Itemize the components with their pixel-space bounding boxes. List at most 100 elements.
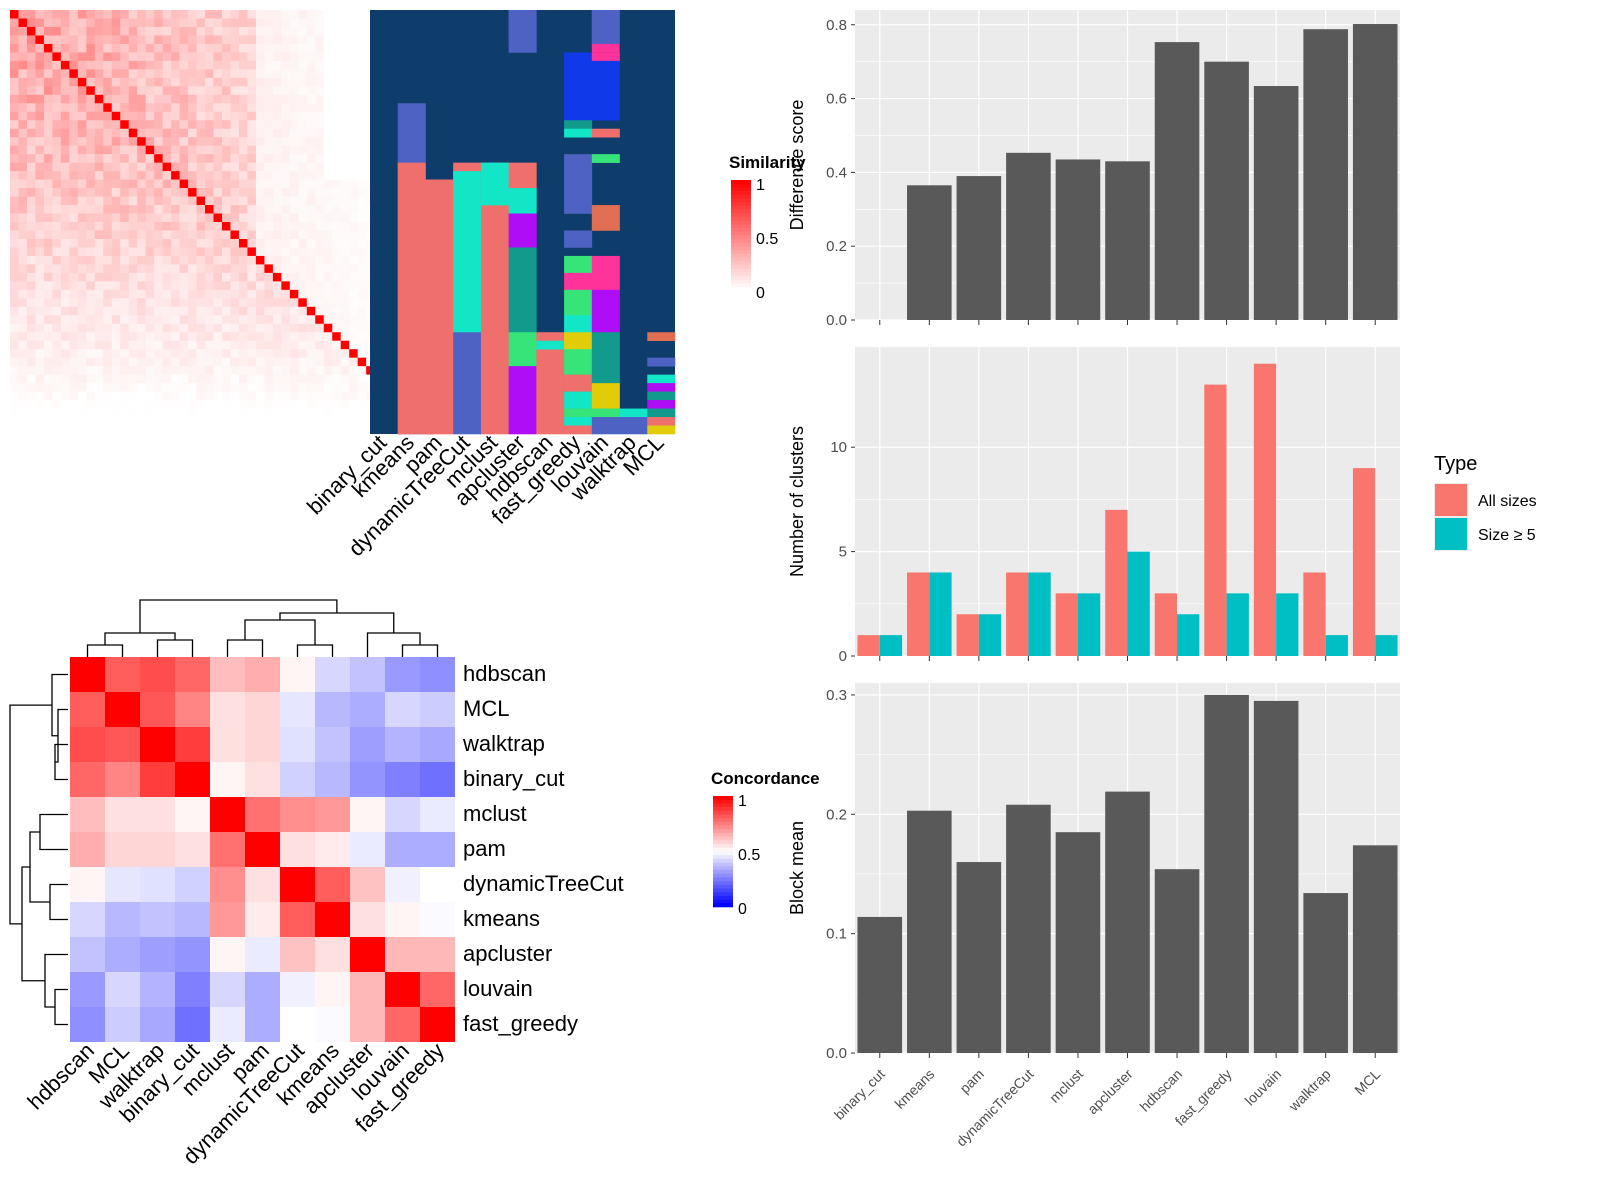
bar-walktrap [1303, 29, 1348, 320]
similarity-cell [298, 26, 308, 36]
similarity-cell [10, 52, 19, 62]
bar-fast_greedy [1204, 384, 1227, 656]
similarity-cell [332, 425, 342, 435]
bar-MCL [1352, 845, 1398, 1053]
similarity-cell [332, 298, 342, 308]
similarity-cell [77, 315, 87, 325]
similarity-cell [111, 94, 121, 104]
dendrogram-branch [39, 813, 68, 851]
similarity-cell [137, 69, 146, 79]
similarity-cell [26, 69, 36, 79]
classification-cell [619, 417, 648, 435]
similarity-cell [230, 111, 240, 121]
similarity-cell [179, 120, 189, 130]
similarity-legend-tick: 0 [756, 285, 765, 302]
similarity-cell [222, 162, 231, 172]
similarity-cell [255, 349, 265, 358]
similarity-cell [315, 43, 325, 53]
similarity-cell [196, 145, 206, 155]
similarity-cell [289, 255, 299, 265]
classification-cell [564, 52, 593, 121]
similarity-cell [264, 306, 274, 316]
similarity-cell [230, 69, 240, 79]
similarity-cell [137, 323, 146, 333]
similarity-cell [340, 213, 350, 223]
similarity-cell [26, 366, 36, 375]
similarity-cell [35, 26, 45, 36]
similarity-cell [332, 238, 342, 248]
similarity-cell [306, 26, 316, 36]
similarity-cell [340, 315, 350, 325]
similarity-cell [315, 35, 325, 45]
similarity-cell [171, 417, 180, 426]
similarity-cell [264, 10, 274, 19]
bar-louvain [1253, 700, 1299, 1053]
similarity-cell [255, 400, 265, 409]
dendrogram-branch [279, 612, 395, 633]
similarity-cell [154, 137, 163, 146]
similarity-cell [306, 357, 316, 367]
similarity-cell [43, 26, 53, 36]
concordance-cell [315, 937, 350, 972]
similarity-cell [213, 179, 223, 189]
similarity-cell [137, 128, 146, 138]
similarity-cell [145, 357, 155, 367]
similarity-cell [162, 374, 172, 384]
similarity-cell [205, 332, 214, 342]
similarity-cell [120, 162, 130, 172]
similarity-cell [205, 18, 214, 28]
similarity-cell [298, 196, 308, 206]
similarity-cell [357, 188, 367, 197]
similarity-cell [60, 43, 70, 53]
similarity-cell [205, 315, 214, 325]
similarity-cell [315, 417, 325, 426]
similarity-legend-swatch [731, 235, 751, 240]
similarity-cell [315, 179, 325, 189]
similarity-cell [298, 272, 308, 282]
similarity-cell [238, 264, 248, 274]
similarity-cell [162, 230, 172, 240]
similarity-cell [77, 298, 87, 308]
y-tick-label: 0 [839, 648, 847, 665]
similarity-cell [69, 69, 79, 79]
similarity-cell [340, 264, 350, 274]
similarity-cell [272, 298, 282, 308]
similarity-cell [323, 349, 333, 358]
similarity-cell [315, 171, 325, 180]
similarity-cell [357, 213, 367, 223]
concordance-cell [140, 937, 175, 972]
similarity-cell [128, 154, 138, 163]
similarity-cell [272, 408, 282, 418]
similarity-cell [162, 77, 172, 87]
similarity-cell [18, 247, 28, 257]
similarity-cell [43, 188, 53, 197]
similarity-cell [289, 154, 299, 163]
similarity-cell [52, 298, 62, 308]
similarity-cell [213, 357, 223, 367]
similarity-cell [247, 238, 257, 248]
similarity-cell [306, 120, 316, 130]
similarity-cell [86, 323, 96, 333]
similarity-cell [281, 10, 291, 19]
similarity-cell [289, 188, 299, 197]
similarity-cell [145, 60, 155, 70]
similarity-cell [154, 408, 163, 418]
similarity-cell [154, 323, 163, 333]
similarity-cell [60, 94, 70, 104]
similarity-cell [111, 230, 121, 240]
similarity-cell [323, 10, 333, 19]
similarity-cell [35, 238, 45, 248]
similarity-cell [272, 417, 282, 426]
similarity-cell [340, 281, 350, 291]
similarity-cell [196, 162, 206, 172]
similarity-cell [120, 205, 130, 214]
similarity-cell [315, 366, 325, 375]
similarity-cell [162, 281, 172, 291]
similarity-cell [60, 306, 70, 316]
similarity-cell [52, 425, 62, 435]
similarity-cell [247, 43, 257, 53]
similarity-cell [179, 230, 189, 240]
similarity-cell [60, 230, 70, 240]
similarity-cell [10, 145, 19, 155]
similarity-cell [137, 357, 146, 367]
